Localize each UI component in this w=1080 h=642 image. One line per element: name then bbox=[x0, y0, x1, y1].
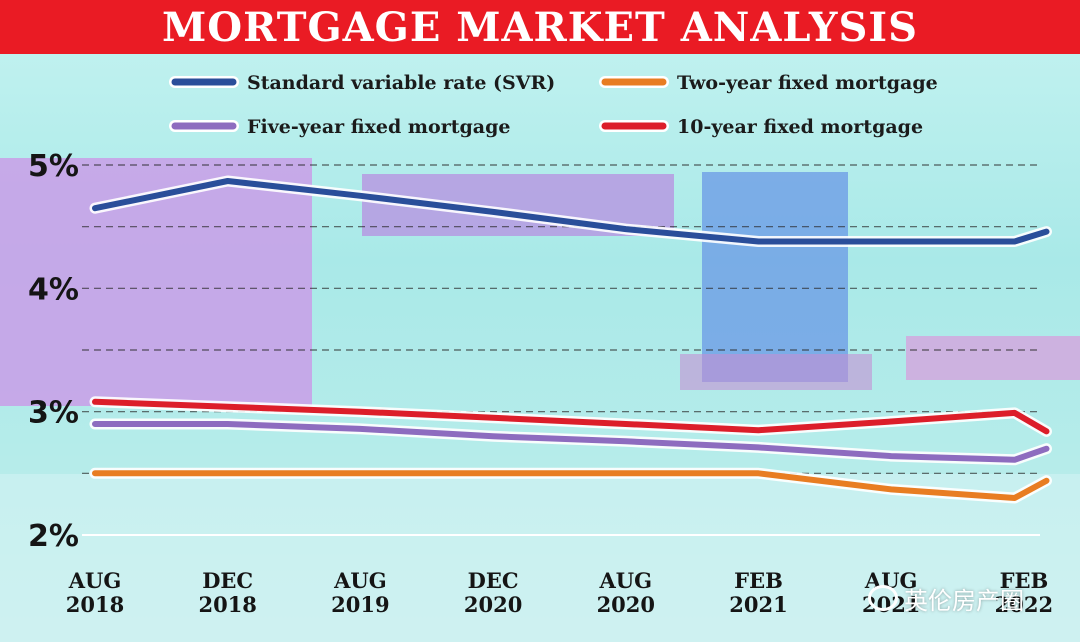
watermark-text: 英伦房产圈 bbox=[904, 586, 1024, 615]
x-tick-label: DEC bbox=[468, 568, 519, 593]
x-tick-label: 2018 bbox=[198, 592, 256, 617]
background-sign-right-blue bbox=[702, 172, 848, 382]
series-line-svr bbox=[92, 178, 1050, 245]
watermark: 英伦房产圈 bbox=[868, 578, 1048, 618]
x-tick-label: 2022 bbox=[995, 592, 1053, 617]
x-tick-label: AUG bbox=[68, 568, 122, 593]
x-tick-label: AUG bbox=[599, 568, 653, 593]
x-tick-label: FEB bbox=[1000, 568, 1049, 593]
wechat-icon bbox=[868, 585, 898, 611]
legend-label-svr: Standard variable rate (SVR) bbox=[247, 72, 555, 94]
x-tick-label: 2020 bbox=[464, 592, 522, 617]
series-line-five_year bbox=[92, 421, 1050, 463]
x-tick-label: DEC bbox=[202, 568, 253, 593]
background-photo bbox=[0, 54, 1080, 642]
legend-label-ten_year: 10-year fixed mortgage bbox=[677, 116, 923, 138]
series-line-halo-two_year bbox=[89, 467, 1052, 504]
x-tick-label: AUG bbox=[333, 568, 387, 593]
x-tick-label: FEB bbox=[734, 568, 783, 593]
title-bar: MORTGAGE MARKET ANALYSIS bbox=[0, 0, 1080, 54]
x-tick-label: 2020 bbox=[597, 592, 655, 617]
x-tick-label: 2021 bbox=[729, 592, 787, 617]
legend-label-two_year: Two-year fixed mortgage bbox=[677, 72, 938, 94]
y-tick-label: 2% bbox=[28, 519, 79, 554]
background-sign-right-small bbox=[680, 354, 872, 390]
x-tick-label: 2018 bbox=[66, 592, 124, 617]
y-tick-label: 3% bbox=[28, 396, 79, 431]
series-line-two_year bbox=[92, 470, 1050, 501]
series-line-ten_year bbox=[92, 398, 1050, 435]
series-line-halo-svr bbox=[89, 175, 1052, 247]
background-sign-far-right bbox=[906, 336, 1080, 380]
legend-label-five_year: Five-year fixed mortgage bbox=[247, 116, 510, 138]
chart-title: MORTGAGE MARKET ANALYSIS bbox=[162, 3, 918, 51]
x-tick-label: 2019 bbox=[331, 592, 389, 617]
background-lower-glow bbox=[0, 474, 1080, 642]
y-tick-label: 5% bbox=[28, 149, 79, 184]
y-tick-label: 4% bbox=[28, 272, 79, 307]
